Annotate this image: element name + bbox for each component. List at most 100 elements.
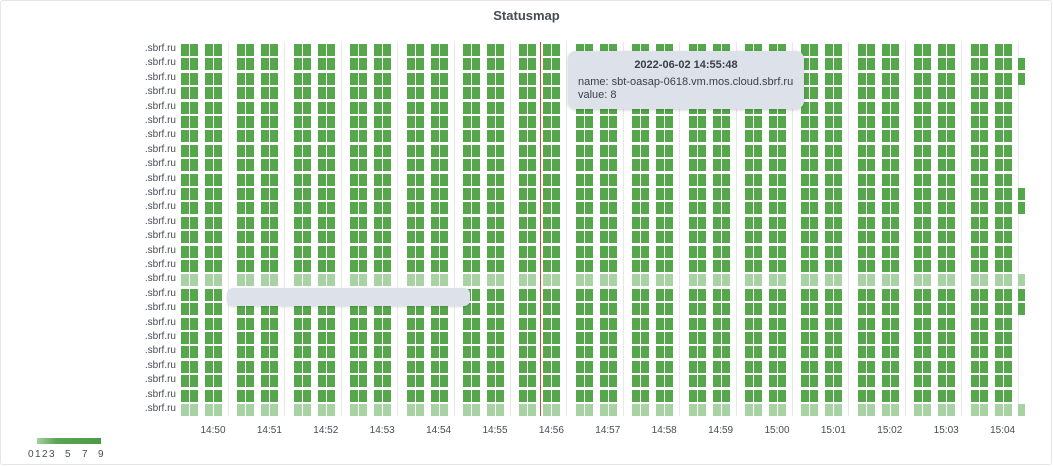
status-cell[interactable] — [472, 303, 480, 315]
status-cell[interactable] — [487, 174, 495, 186]
status-cell[interactable] — [689, 44, 697, 56]
status-cell[interactable] — [947, 375, 955, 387]
status-cell[interactable] — [867, 390, 875, 402]
status-cell[interactable] — [689, 318, 697, 330]
status-cell[interactable] — [600, 318, 608, 330]
status-cell[interactable] — [867, 130, 875, 142]
status-cell[interactable] — [585, 217, 593, 229]
status-cell[interactable] — [698, 202, 706, 214]
status-cell[interactable] — [214, 73, 222, 85]
status-cell[interactable] — [834, 130, 842, 142]
status-cell[interactable] — [858, 289, 866, 301]
status-cell[interactable] — [214, 390, 222, 402]
status-cell[interactable] — [350, 202, 358, 214]
status-cell[interactable] — [318, 404, 326, 416]
status-cell[interactable] — [350, 87, 358, 99]
status-cell[interactable] — [205, 44, 213, 56]
status-cell[interactable] — [882, 188, 890, 200]
status-cell[interactable] — [190, 318, 198, 330]
status-cell[interactable] — [980, 116, 988, 128]
status-cell[interactable] — [552, 116, 560, 128]
status-cell[interactable] — [995, 73, 1003, 85]
status-cell[interactable] — [995, 303, 1003, 315]
status-cell[interactable] — [205, 87, 213, 99]
status-cell[interactable] — [689, 404, 697, 416]
status-cell[interactable] — [270, 145, 278, 157]
status-cell[interactable] — [641, 361, 649, 373]
status-cell[interactable] — [440, 159, 448, 171]
status-cell[interactable] — [190, 202, 198, 214]
status-cell[interactable] — [416, 260, 424, 272]
status-cell[interactable] — [834, 102, 842, 114]
status-cell[interactable] — [294, 346, 302, 358]
status-cell[interactable] — [261, 246, 269, 258]
status-cell[interactable] — [713, 44, 721, 56]
status-cell[interactable] — [722, 332, 730, 344]
status-cell[interactable] — [722, 346, 730, 358]
panel-title[interactable]: Statusmap — [493, 8, 560, 23]
status-cell[interactable] — [641, 346, 649, 358]
status-cell[interactable] — [374, 332, 382, 344]
status-cell[interactable] — [528, 159, 536, 171]
status-cell[interactable] — [383, 375, 391, 387]
status-cell[interactable] — [496, 202, 504, 214]
status-cell[interactable] — [980, 375, 988, 387]
status-cell[interactable] — [745, 404, 753, 416]
status-cell[interactable] — [1004, 231, 1012, 243]
status-cell[interactable] — [585, 346, 593, 358]
status-cell[interactable] — [407, 87, 415, 99]
status-cell[interactable] — [641, 246, 649, 258]
status-cell[interactable] — [722, 202, 730, 214]
status-cell[interactable] — [350, 303, 358, 315]
status-cell[interactable] — [294, 188, 302, 200]
status-cell[interactable] — [778, 159, 786, 171]
status-cell[interactable] — [810, 116, 818, 128]
status-cell[interactable] — [472, 159, 480, 171]
status-cell[interactable] — [923, 58, 931, 70]
status-cell[interactable] — [834, 332, 842, 344]
status-cell[interactable] — [754, 332, 762, 344]
status-cell[interactable] — [181, 116, 189, 128]
status-cell[interactable] — [1004, 102, 1012, 114]
status-cell[interactable] — [1004, 303, 1012, 315]
status-cell[interactable] — [416, 361, 424, 373]
status-cell[interactable] — [971, 145, 979, 157]
status-cell[interactable] — [294, 361, 302, 373]
status-cell[interactable] — [938, 58, 946, 70]
status-cell[interactable] — [914, 246, 922, 258]
status-cell[interactable] — [745, 303, 753, 315]
status-cell[interactable] — [769, 159, 777, 171]
status-cell[interactable] — [519, 361, 527, 373]
status-cell[interactable] — [270, 58, 278, 70]
status-cell[interactable] — [431, 188, 439, 200]
status-cell[interactable] — [237, 274, 245, 286]
status-cell[interactable] — [713, 217, 721, 229]
status-cell[interactable] — [552, 404, 560, 416]
status-cell[interactable] — [350, 116, 358, 128]
status-cell[interactable] — [867, 44, 875, 56]
status-cell[interactable] — [665, 361, 673, 373]
status-cell[interactable] — [270, 332, 278, 344]
status-cell[interactable] — [641, 202, 649, 214]
status-cell[interactable] — [318, 87, 326, 99]
status-cell[interactable] — [980, 274, 988, 286]
status-cell[interactable] — [431, 58, 439, 70]
status-cell[interactable] — [698, 159, 706, 171]
status-cell[interactable] — [261, 145, 269, 157]
status-cell[interactable] — [543, 73, 551, 85]
status-cell[interactable] — [440, 375, 448, 387]
status-cell[interactable] — [318, 44, 326, 56]
status-cell[interactable] — [270, 87, 278, 99]
status-cell[interactable] — [745, 361, 753, 373]
status-cell[interactable] — [609, 231, 617, 243]
status-cell[interactable] — [190, 44, 198, 56]
status-cell[interactable] — [882, 361, 890, 373]
status-cell[interactable] — [270, 246, 278, 258]
status-cell[interactable] — [689, 274, 697, 286]
status-cell[interactable] — [327, 246, 335, 258]
status-cell[interactable] — [858, 188, 866, 200]
status-cell[interactable] — [971, 246, 979, 258]
status-cell[interactable] — [1004, 145, 1012, 157]
status-cell[interactable] — [205, 332, 213, 344]
status-cell[interactable] — [947, 130, 955, 142]
